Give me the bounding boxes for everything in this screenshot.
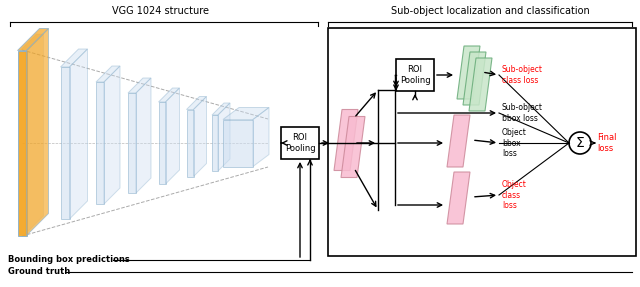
- Text: Final
loss: Final loss: [597, 133, 616, 153]
- Polygon shape: [457, 46, 480, 99]
- Polygon shape: [26, 28, 49, 236]
- Polygon shape: [469, 58, 492, 111]
- Polygon shape: [186, 96, 207, 110]
- Polygon shape: [186, 110, 193, 177]
- Polygon shape: [96, 82, 104, 204]
- Text: VGG 1024 structure: VGG 1024 structure: [111, 6, 209, 16]
- Polygon shape: [136, 78, 151, 193]
- Polygon shape: [128, 78, 151, 93]
- Polygon shape: [253, 108, 269, 166]
- Polygon shape: [19, 52, 26, 234]
- Text: Sub-object
bbox loss: Sub-object bbox loss: [502, 103, 543, 123]
- Polygon shape: [447, 172, 470, 224]
- Polygon shape: [128, 93, 136, 193]
- Text: Σ: Σ: [575, 136, 584, 150]
- Polygon shape: [223, 119, 253, 166]
- Polygon shape: [341, 117, 365, 177]
- Text: Ground truth: Ground truth: [8, 267, 70, 276]
- FancyBboxPatch shape: [396, 59, 434, 91]
- Polygon shape: [212, 103, 230, 115]
- Polygon shape: [159, 102, 166, 184]
- Polygon shape: [104, 66, 120, 204]
- Polygon shape: [334, 110, 358, 170]
- Text: Object
class
loss: Object class loss: [502, 180, 527, 210]
- FancyBboxPatch shape: [281, 127, 319, 159]
- Polygon shape: [218, 103, 230, 171]
- Text: Sub-object localization and classification: Sub-object localization and classificati…: [390, 6, 589, 16]
- Polygon shape: [19, 34, 44, 52]
- Polygon shape: [223, 108, 269, 119]
- Polygon shape: [463, 52, 486, 105]
- Polygon shape: [61, 49, 88, 67]
- Text: ROI
Pooling: ROI Pooling: [285, 133, 316, 153]
- Text: Bounding box predictions: Bounding box predictions: [8, 255, 130, 265]
- Polygon shape: [17, 51, 26, 236]
- Text: ROI
Pooling: ROI Pooling: [400, 65, 430, 85]
- Polygon shape: [166, 88, 179, 184]
- Polygon shape: [70, 49, 88, 219]
- Polygon shape: [26, 34, 44, 234]
- Polygon shape: [212, 115, 218, 171]
- Text: Sub-object
class loss: Sub-object class loss: [502, 65, 543, 85]
- Text: Object
bbox
loss: Object bbox loss: [502, 128, 527, 158]
- Polygon shape: [61, 67, 70, 219]
- Polygon shape: [447, 115, 470, 167]
- Polygon shape: [159, 88, 179, 102]
- Circle shape: [569, 132, 591, 154]
- Polygon shape: [96, 66, 120, 82]
- Polygon shape: [17, 28, 49, 51]
- Polygon shape: [193, 96, 207, 177]
